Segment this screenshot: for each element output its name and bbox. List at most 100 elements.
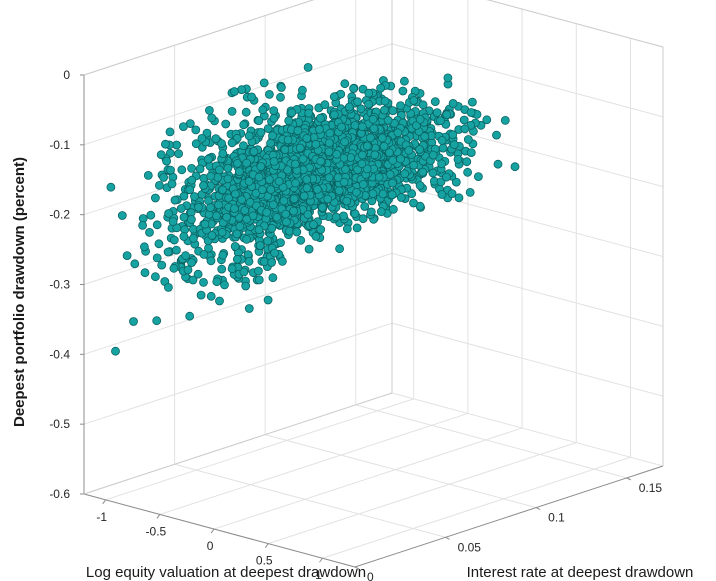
data-point: [281, 217, 291, 227]
data-point: [139, 242, 149, 252]
data-point: [467, 97, 477, 107]
data-point: [437, 190, 447, 199]
data-point: [259, 257, 269, 267]
data-point: [217, 227, 227, 237]
floor-gridline-x: [159, 412, 469, 515]
data-point: [157, 260, 167, 270]
data-point: [339, 177, 349, 187]
data-point: [206, 291, 216, 301]
data-point: [211, 134, 221, 144]
floor-gridline-y: [355, 404, 627, 479]
data-point: [283, 165, 293, 175]
y-tick-mark: [354, 566, 360, 570]
data-point: [324, 173, 334, 183]
data-point: [230, 204, 239, 214]
data-point: [296, 235, 306, 245]
data-point: [268, 200, 278, 210]
data-point: [152, 316, 162, 326]
z-tick-label: -0.3: [49, 278, 70, 292]
data-point: [145, 227, 154, 237]
data-point: [415, 181, 425, 190]
data-point: [232, 254, 242, 264]
y-tick-label: 0: [367, 570, 374, 581]
data-point: [299, 191, 309, 201]
data-point: [214, 165, 224, 175]
data-point: [207, 231, 217, 240]
data-point: [462, 157, 472, 167]
back-wall-gridline-z: [486, 0, 664, 48]
data-point: [199, 249, 209, 259]
z-tick-label: -0.5: [49, 417, 70, 431]
data-point: [211, 211, 221, 221]
data-point: [279, 196, 289, 206]
data-point: [168, 217, 178, 227]
data-point: [317, 202, 327, 212]
data-point: [268, 273, 278, 283]
floor-gridline-y: [265, 434, 537, 509]
data-point: [262, 207, 272, 217]
data-point: [129, 317, 138, 326]
data-point: [234, 167, 244, 177]
data-point: [152, 253, 162, 263]
data-point: [239, 120, 249, 130]
floor-gridline-x: [213, 427, 523, 530]
data-point: [399, 76, 409, 86]
data-point: [432, 108, 442, 117]
data-point: [482, 115, 492, 125]
x-tick-mark: [102, 499, 107, 505]
data-point: [357, 150, 367, 160]
data-point: [270, 248, 280, 258]
data-point: [388, 204, 398, 214]
data-point: [163, 282, 173, 292]
data-point: [221, 119, 231, 129]
data-point: [163, 247, 173, 257]
data-point: [232, 158, 242, 168]
data-point: [344, 102, 354, 112]
data-point: [164, 209, 174, 218]
data-point: [191, 139, 201, 149]
data-point: [257, 185, 267, 195]
data-point: [212, 277, 222, 287]
data-point: [308, 220, 318, 230]
data-point: [267, 258, 277, 267]
data-point: [463, 167, 473, 177]
data-point: [244, 176, 254, 186]
data-point: [199, 277, 208, 287]
data-point: [255, 241, 265, 251]
data-point: [218, 149, 228, 159]
top-back-edge: [486, 0, 664, 48]
data-point: [183, 265, 193, 275]
floor-gridline-x: [322, 456, 631, 559]
y-tick-mark: [626, 477, 631, 481]
left-wall-gridline-z: [83, 0, 315, 76]
data-point: [171, 245, 181, 255]
data-point: [400, 169, 410, 179]
data-point: [374, 172, 384, 182]
data-point: [111, 346, 120, 356]
data-point: [159, 173, 169, 182]
data-point: [195, 164, 205, 174]
data-point: [466, 148, 476, 158]
data-point: [269, 113, 279, 123]
data-point: [438, 143, 448, 153]
data-point: [241, 281, 251, 291]
data-point: [263, 236, 273, 246]
data-point: [396, 101, 405, 110]
data-point: [204, 106, 214, 115]
data-point: [160, 139, 170, 149]
data-point: [420, 132, 430, 141]
data-point: [447, 189, 457, 199]
data-point: [311, 231, 321, 241]
data-point: [380, 96, 390, 106]
data-point: [162, 156, 172, 166]
data-point: [437, 159, 447, 169]
data-point: [404, 145, 414, 155]
data-point: [430, 97, 440, 106]
data-point: [130, 259, 140, 269]
data-point: [396, 154, 405, 164]
x-axis-label: Log equity valuation at deepest drawdown: [86, 564, 366, 581]
data-point: [154, 239, 164, 249]
data-point: [232, 229, 242, 239]
data-point: [284, 116, 294, 126]
